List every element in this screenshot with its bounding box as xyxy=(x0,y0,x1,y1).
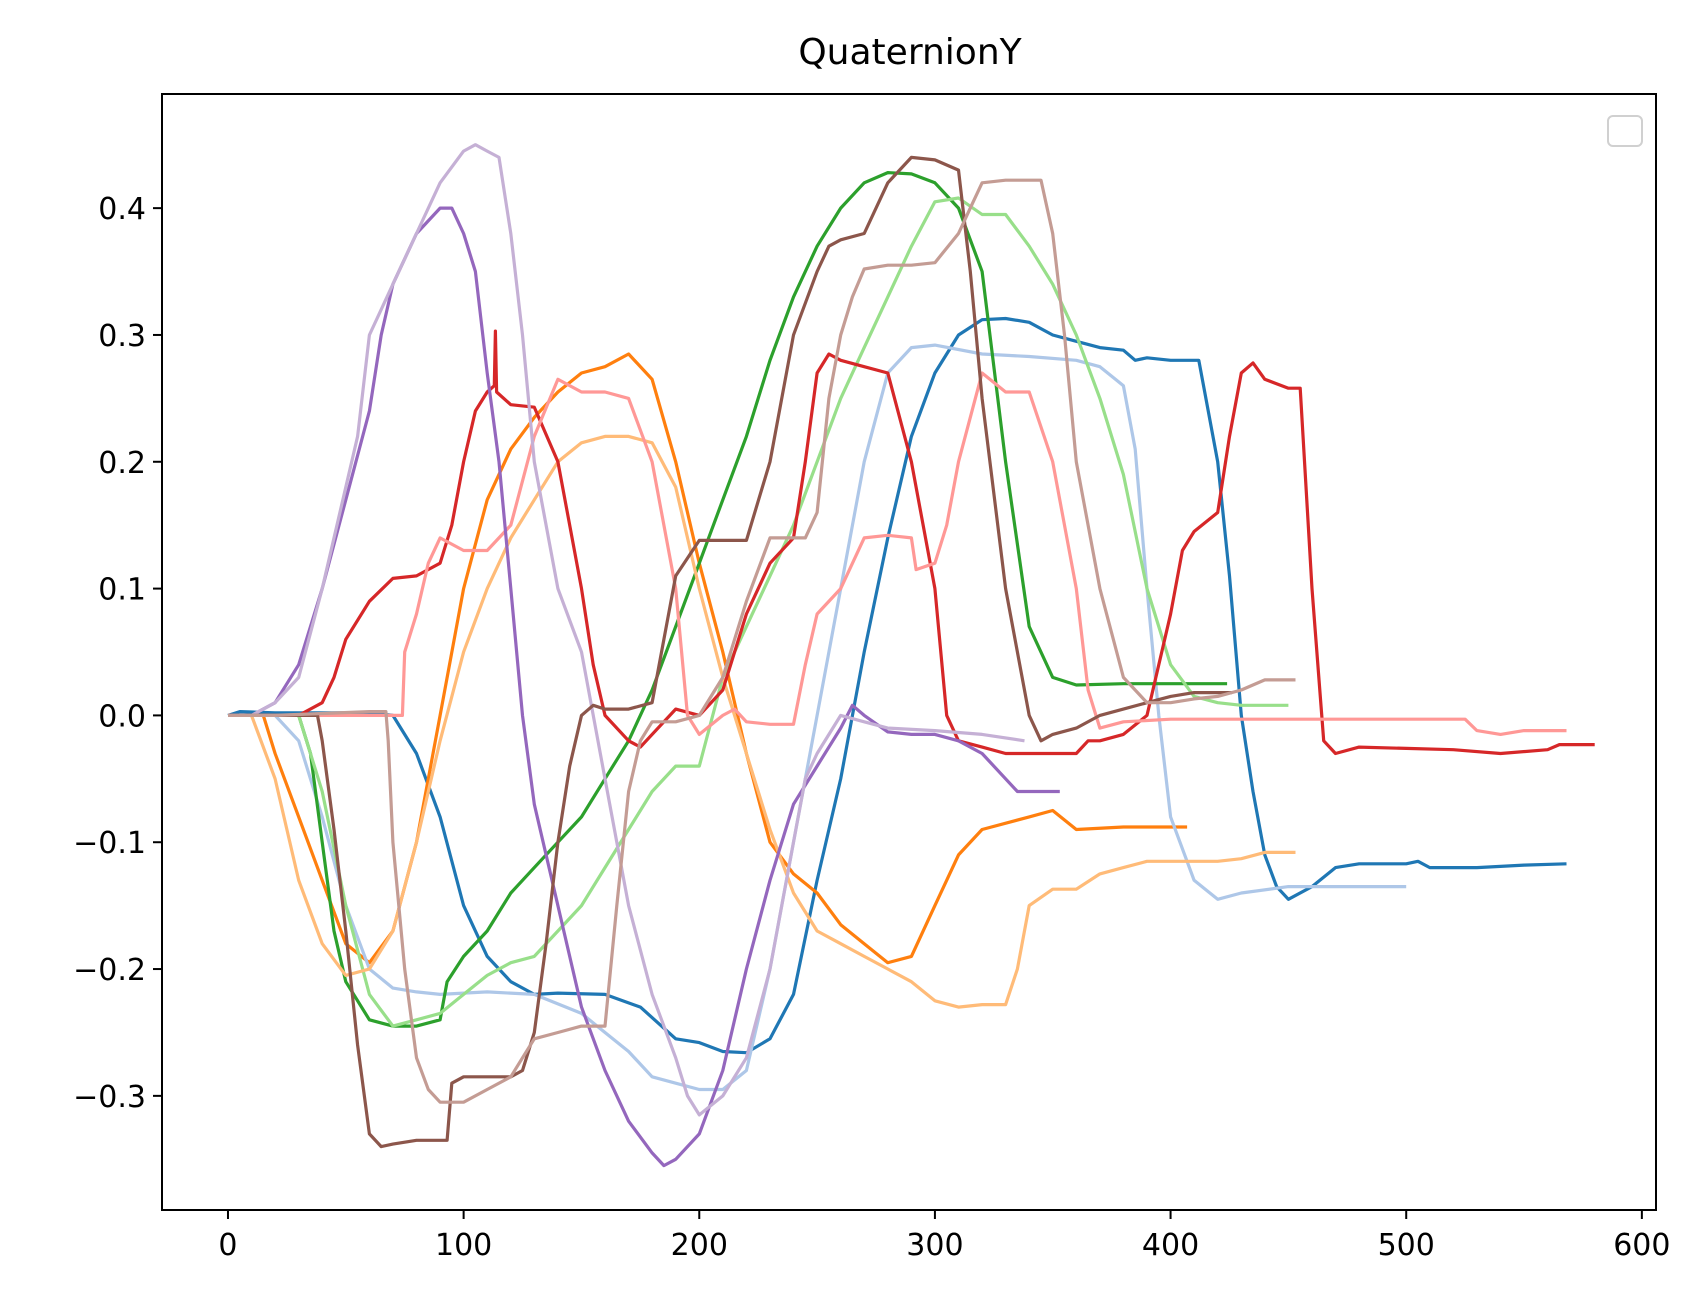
y-tick-label-5: 0.2 xyxy=(98,446,146,481)
axis-ticks: 0 100 200 300 400 500 600 −0.3 −0.2 −0.1 0.0 0.1 0.2… xyxy=(73,192,1670,1263)
y-tick-label-4: 0.1 xyxy=(98,573,146,608)
series-line-7 xyxy=(228,371,1567,736)
x-tick-label-0: 0 xyxy=(218,1228,237,1263)
x-tick-label-2: 200 xyxy=(671,1228,728,1263)
series-line-5 xyxy=(228,434,1296,1009)
y-tick-label-2: −0.1 xyxy=(73,826,146,861)
x-tick-label-4: 400 xyxy=(1142,1228,1199,1263)
x-tick-label-5: 500 xyxy=(1378,1228,1435,1263)
series-line-6 xyxy=(228,329,1595,756)
y-tick-label-1: −0.2 xyxy=(73,953,146,988)
series-line-4 xyxy=(228,196,1289,1028)
chart-title: QuaternionY xyxy=(798,32,1022,73)
series-line-9 xyxy=(228,143,1025,1117)
x-tick-label-3: 300 xyxy=(906,1228,963,1263)
series-line-3 xyxy=(228,171,1228,1028)
y-tick-label-0: −0.3 xyxy=(73,1080,146,1115)
x-tick-label-6: 600 xyxy=(1613,1228,1670,1263)
series-layer xyxy=(227,143,1595,1168)
series-line-8 xyxy=(228,206,1060,1168)
plot-area-frame xyxy=(161,93,1657,1211)
series-line-0 xyxy=(227,316,1567,1055)
series-line-1 xyxy=(228,352,1188,965)
y-tick-label-3: 0.0 xyxy=(98,699,146,734)
series-line-11 xyxy=(228,178,1296,1104)
legend-box xyxy=(1607,115,1643,147)
y-tick-label-6: 0.3 xyxy=(98,319,146,354)
y-tick-label-7: 0.4 xyxy=(98,192,146,227)
x-tick-label-1: 100 xyxy=(435,1228,492,1263)
series-line-10 xyxy=(228,155,1232,1149)
